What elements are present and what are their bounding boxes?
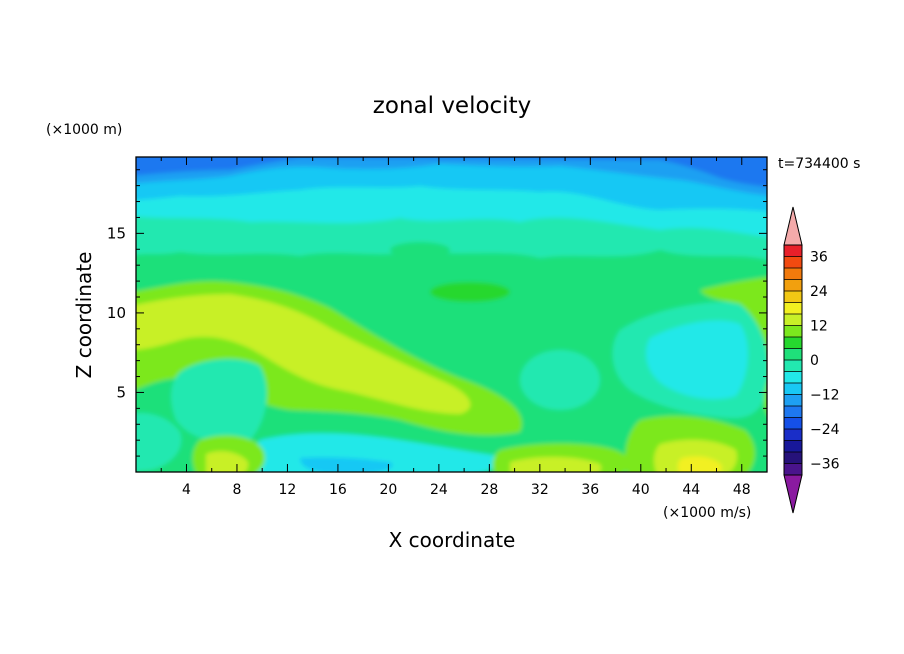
x-tick-label: 40 [632, 482, 650, 498]
x-tick-label: 48 [733, 482, 751, 498]
y-tick-label: 5 [116, 383, 126, 401]
colorbar-over-triangle [783, 206, 803, 246]
colorbar-frame [783, 244, 803, 476]
colorbar-swatch [784, 360, 802, 372]
colorbar-tick-label: 36 [810, 250, 828, 266]
x-tick-label: 32 [531, 482, 549, 498]
field-bottom-blue-streak [300, 457, 393, 472]
x-tick-label: 16 [329, 482, 347, 498]
colorbar-swatch [784, 383, 802, 395]
field-right-pocket-inner [646, 320, 748, 400]
y-tick-label: 10 [107, 304, 126, 322]
x-axis-label: X coordinate [389, 528, 516, 552]
colorbar-swatch [784, 463, 802, 475]
colorbar-tick-label: 24 [810, 284, 828, 300]
field-bottom-right-bright [677, 456, 722, 472]
y-tick-label: 15 [107, 224, 126, 242]
field-top-dark [136, 157, 767, 187]
colorbar-tick-label: −12 [810, 388, 840, 404]
colorbar-swatch [784, 302, 802, 314]
x-tick-label: 24 [430, 482, 448, 498]
colorbar-tick-label: 0 [810, 353, 819, 369]
colorbar-swatch [784, 325, 802, 337]
colorbar-swatch [784, 452, 802, 464]
field-left-bottom-cyan [136, 413, 182, 472]
field-right-edge-green [700, 277, 767, 413]
colorbar-tick-label: −36 [810, 457, 840, 473]
colorbar-swatch [784, 314, 802, 326]
field-mid-spot-2 [430, 282, 510, 302]
plot-frame [135, 156, 768, 473]
time-label: t=734400 s [778, 156, 860, 172]
x-tick-label: 44 [682, 482, 700, 498]
colorbar-swatch [784, 279, 802, 291]
x-tick-label: 8 [232, 482, 241, 498]
colorbar-swatch [784, 256, 802, 268]
y-unit-label: (×1000 m) [46, 122, 122, 138]
colorbar-swatch [784, 268, 802, 280]
colorbar-swatch [784, 348, 802, 360]
colorbar-swatch [784, 394, 802, 406]
colorbar-under-triangle [783, 474, 803, 514]
colorbar-swatch [784, 337, 802, 349]
colorbar-tick-label: 12 [810, 319, 828, 335]
field-bottom-left-yellow [206, 451, 249, 472]
field-bottom-mid-yellow [510, 456, 602, 472]
colorbar-swatch [784, 429, 802, 441]
y-axis: 5 10 15 [107, 169, 767, 457]
colorbar-swatch [784, 417, 802, 429]
colorbar: 36 24 12 0 −12 −24 −36 [783, 206, 840, 514]
x-tick-label: 12 [279, 482, 297, 498]
contour-field [136, 157, 767, 472]
field-mid-spot-1 [390, 242, 450, 258]
field-ridge-yellowgreen [136, 294, 471, 414]
field-lowerleft-pocket [171, 358, 267, 443]
x-tick-label: 20 [379, 482, 397, 498]
field-mid-spot-3 [520, 350, 600, 410]
chart-title: zonal velocity [373, 93, 531, 119]
colorbar-swatch [784, 371, 802, 383]
field-upper-blue [136, 157, 767, 196]
colorbar-swatch [784, 245, 802, 257]
x-axis: 4 8 12 16 20 24 28 32 36 40 44 48 [160, 157, 768, 498]
colorbar-swatch [784, 406, 802, 418]
colorbar-tick-label: −24 [810, 422, 840, 438]
x-tick-label: 28 [480, 482, 498, 498]
colorbar-swatch [784, 440, 802, 452]
colorbar-swatch [784, 291, 802, 303]
x-tick-label: 36 [581, 482, 599, 498]
y-axis-label: Z coordinate [72, 252, 96, 379]
x-unit-label: (×1000 m/s) [663, 505, 751, 521]
x-tick-label: 4 [182, 482, 191, 498]
